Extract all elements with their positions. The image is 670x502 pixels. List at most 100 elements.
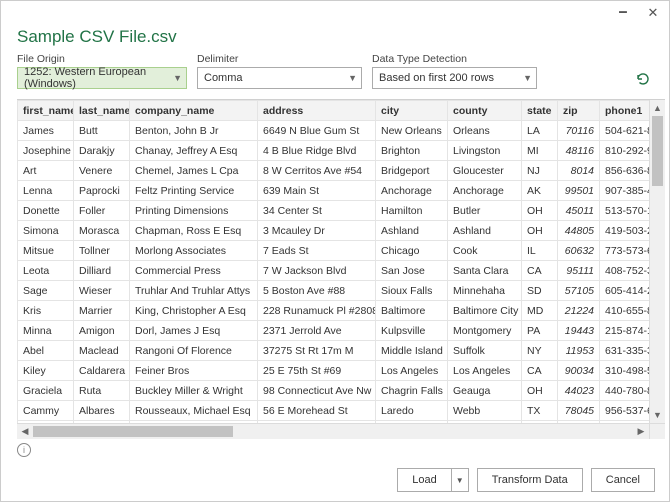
table-cell: Kulpsville bbox=[376, 321, 448, 341]
column-header[interactable]: address bbox=[258, 101, 376, 121]
table-row[interactable]: GracielaRutaBuckley Miller & Wright98 Co… bbox=[18, 381, 650, 401]
delimiter-dropdown[interactable]: Comma ▼ bbox=[197, 67, 362, 89]
scroll-left-arrow[interactable]: ◀ bbox=[17, 424, 33, 439]
table-cell: 57105 bbox=[558, 281, 600, 301]
table-cell: Webb bbox=[448, 401, 522, 421]
minimize-button[interactable]: 🗕 bbox=[611, 3, 635, 23]
table-cell: Sage bbox=[18, 281, 74, 301]
table-cell: NJ bbox=[522, 161, 558, 181]
table-cell: Minnehaha bbox=[448, 281, 522, 301]
table-cell: 810-292-9388 bbox=[600, 141, 650, 161]
table-cell: New Orleans bbox=[376, 121, 448, 141]
table-cell: Commercial Press bbox=[130, 261, 258, 281]
column-header[interactable]: first_name bbox=[18, 101, 74, 121]
table-cell: Albares bbox=[74, 401, 130, 421]
file-origin-dropdown[interactable]: 1252: Western European (Windows) ▼ bbox=[17, 67, 187, 89]
chevron-down-icon: ▼ bbox=[523, 73, 532, 83]
cancel-button[interactable]: Cancel bbox=[591, 468, 655, 492]
scroll-right-arrow[interactable]: ▶ bbox=[633, 424, 649, 439]
table-cell: Livingston bbox=[448, 141, 522, 161]
table-cell: IL bbox=[522, 241, 558, 261]
column-header[interactable]: city bbox=[376, 101, 448, 121]
scroll-thumb[interactable] bbox=[652, 116, 663, 186]
table-row[interactable]: LennaPaprockiFeltz Printing Service639 M… bbox=[18, 181, 650, 201]
load-dropdown-button[interactable]: ▼ bbox=[451, 468, 469, 492]
table-cell: Ashland bbox=[376, 221, 448, 241]
table-cell: King, Christopher A Esq bbox=[130, 301, 258, 321]
table-cell: Lenna bbox=[18, 181, 74, 201]
delimiter-value: Comma bbox=[204, 72, 243, 84]
scroll-track[interactable] bbox=[33, 424, 633, 439]
table-row[interactable]: LeotaDilliardCommercial Press7 W Jackson… bbox=[18, 261, 650, 281]
table-cell: 513-570-1893 bbox=[600, 201, 650, 221]
table-cell: Tollner bbox=[74, 241, 130, 261]
preview-dialog: 🗕 ✕ Sample CSV File.csv File Origin 1252… bbox=[0, 0, 670, 502]
header: Sample CSV File.csv File Origin 1252: We… bbox=[1, 25, 669, 95]
table-row[interactable]: KileyCaldareraFeiner Bros25 E 75th St #6… bbox=[18, 361, 650, 381]
table-cell: Ruta bbox=[74, 381, 130, 401]
transform-data-button[interactable]: Transform Data bbox=[477, 468, 583, 492]
table-cell: 419-503-2484 bbox=[600, 221, 650, 241]
load-split-button: Load ▼ bbox=[397, 468, 468, 492]
table-cell: Maclead bbox=[74, 341, 130, 361]
table-cell: Butt bbox=[74, 121, 130, 141]
table-cell: Laredo bbox=[376, 401, 448, 421]
table-cell: CA bbox=[522, 261, 558, 281]
scroll-up-arrow[interactable]: ▲ bbox=[650, 100, 665, 116]
table-cell: 956-537-6195 bbox=[600, 401, 650, 421]
table-cell: PA bbox=[522, 321, 558, 341]
column-header[interactable]: state bbox=[522, 101, 558, 121]
column-header[interactable]: company_name bbox=[130, 101, 258, 121]
table-cell: 45011 bbox=[558, 201, 600, 221]
table-cell: 8014 bbox=[558, 161, 600, 181]
load-button[interactable]: Load bbox=[397, 468, 450, 492]
horizontal-scrollbar[interactable]: ◀ ▶ bbox=[17, 423, 649, 439]
table-cell: James bbox=[18, 121, 74, 141]
detection-dropdown[interactable]: Based on first 200 rows ▼ bbox=[372, 67, 537, 89]
file-origin-group: File Origin 1252: Western European (Wind… bbox=[17, 53, 187, 89]
table-cell: Ashland bbox=[448, 221, 522, 241]
table-row[interactable]: ArtVenereChemel, James L Cpa8 W Cerritos… bbox=[18, 161, 650, 181]
table-cell: LA bbox=[522, 121, 558, 141]
table-row[interactable]: SageWieserTruhlar And Truhlar Attys5 Bos… bbox=[18, 281, 650, 301]
table-cell: Suffolk bbox=[448, 341, 522, 361]
table-cell: 310-498-5651 bbox=[600, 361, 650, 381]
table-cell: 5 Boston Ave #88 bbox=[258, 281, 376, 301]
grid-viewport[interactable]: first_namelast_namecompany_nameaddressci… bbox=[17, 100, 649, 423]
table-row[interactable]: AbelMacleadRangoni Of Florence37275 St R… bbox=[18, 341, 650, 361]
table-cell: 410-655-8723 bbox=[600, 301, 650, 321]
scroll-down-arrow[interactable]: ▼ bbox=[650, 407, 665, 423]
table-row[interactable]: DonetteFollerPrinting Dimensions34 Cente… bbox=[18, 201, 650, 221]
table-row[interactable]: MitsueTollnerMorlong Associates7 Eads St… bbox=[18, 241, 650, 261]
table-cell: Anchorage bbox=[376, 181, 448, 201]
column-header[interactable]: county bbox=[448, 101, 522, 121]
table-cell: Los Angeles bbox=[448, 361, 522, 381]
table-cell: Geauga bbox=[448, 381, 522, 401]
table-cell: Chanay, Jeffrey A Esq bbox=[130, 141, 258, 161]
table-cell: 21224 bbox=[558, 301, 600, 321]
table-cell: Amigon bbox=[74, 321, 130, 341]
table-cell: Venere bbox=[74, 161, 130, 181]
detection-group: Data Type Detection Based on first 200 r… bbox=[372, 53, 537, 89]
chevron-down-icon: ▼ bbox=[173, 73, 182, 83]
table-cell: CA bbox=[522, 361, 558, 381]
refresh-icon[interactable] bbox=[633, 69, 653, 89]
vertical-scrollbar[interactable]: ▲ ▼ bbox=[649, 100, 665, 423]
table-row[interactable]: SimonaMorascaChapman, Ross E Esq3 Mcaule… bbox=[18, 221, 650, 241]
close-button[interactable]: ✕ bbox=[641, 3, 665, 23]
column-header[interactable]: phone1 bbox=[600, 101, 650, 121]
scroll-thumb[interactable] bbox=[33, 426, 233, 437]
info-icon: i bbox=[17, 443, 31, 457]
chevron-down-icon: ▼ bbox=[348, 73, 357, 83]
table-row[interactable]: JamesButtBenton, John B Jr6649 N Blue Gu… bbox=[18, 121, 650, 141]
table-cell: 44023 bbox=[558, 381, 600, 401]
table-row[interactable]: MinnaAmigonDorl, James J Esq2371 Jerrold… bbox=[18, 321, 650, 341]
table-cell: Printing Dimensions bbox=[130, 201, 258, 221]
table-row[interactable]: KrisMarrierKing, Christopher A Esq228 Ru… bbox=[18, 301, 650, 321]
column-header[interactable]: zip bbox=[558, 101, 600, 121]
table-row[interactable]: JosephineDarakjyChanay, Jeffrey A Esq4 B… bbox=[18, 141, 650, 161]
preview-table: first_namelast_namecompany_nameaddressci… bbox=[17, 100, 649, 423]
data-grid: first_namelast_namecompany_nameaddressci… bbox=[17, 99, 665, 423]
table-row[interactable]: CammyAlbaresRousseaux, Michael Esq56 E M… bbox=[18, 401, 650, 421]
column-header[interactable]: last_name bbox=[74, 101, 130, 121]
